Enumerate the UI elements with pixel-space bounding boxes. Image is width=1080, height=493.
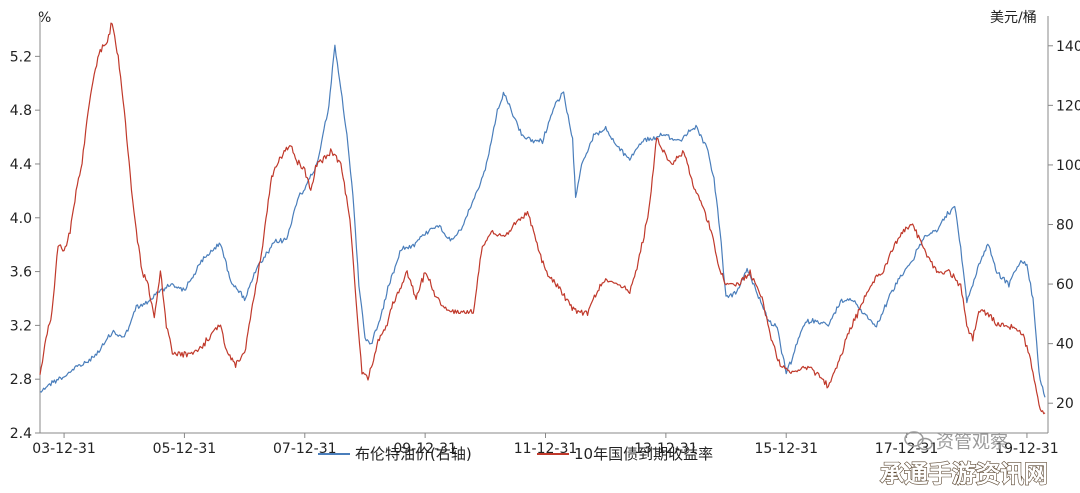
left-axis-ticks: 2.4 2.8 3.2 3.6 4.0 4.4 4.8 5.2 [10, 49, 40, 442]
right-tick-label: 40 [1056, 337, 1074, 353]
series-line-brent [39, 44, 1046, 398]
x-tick-label: 15-12-31 [754, 441, 818, 457]
watermark: 资管观察 承通手游资讯网 [879, 431, 1049, 489]
left-tick-label: 5.2 [10, 49, 32, 65]
right-tick-label: 80 [1056, 218, 1074, 234]
series-line-yield [39, 22, 1046, 415]
left-tick-label: 4.4 [10, 157, 32, 173]
left-tick-label: 2.8 [10, 372, 32, 388]
right-tick-label: 20 [1056, 396, 1074, 412]
right-tick-label: 60 [1056, 277, 1074, 293]
x-tick-label: 03-12-31 [32, 441, 96, 457]
left-tick-label: 4.8 [10, 103, 32, 119]
legend: 布伦特油价(右轴) 10年国债到期收益率 [318, 445, 713, 463]
legend-label-brent: 布伦特油价(右轴) [355, 445, 472, 463]
left-tick-label: 2.4 [10, 426, 32, 442]
x-tick-label: 13-12-31 [634, 441, 698, 457]
x-tick-label: 17-12-31 [875, 441, 939, 457]
series-layer [39, 22, 1046, 415]
x-axis-ticks: 03-12-31 05-12-31 07-12-31 09-12-31 11-12-31… [32, 433, 1059, 457]
axes-frame [39, 16, 1049, 434]
left-tick-label: 3.2 [10, 318, 32, 334]
watermark-source: 资管观察 [936, 432, 1008, 453]
x-tick-label: 19-12-31 [995, 441, 1059, 457]
right-axis-unit: 美元/桶 [990, 10, 1037, 26]
watermark-site: 承通手游资讯网 [880, 460, 1048, 488]
x-tick-label: 05-12-31 [153, 441, 217, 457]
wechat-logo-icon [904, 431, 933, 451]
right-tick-label: 120 [1056, 98, 1080, 114]
left-axis-unit: % [38, 10, 51, 26]
left-tick-label: 3.6 [10, 265, 32, 281]
right-tick-label: 100 [1056, 158, 1080, 174]
right-tick-label: 140 [1056, 39, 1080, 55]
legend-label-yield: 10年国债到期收益率 [574, 445, 713, 463]
x-tick-label: 09-12-31 [393, 441, 457, 457]
right-axis-ticks: 20 40 60 80 100 120 140 [1048, 39, 1080, 412]
left-tick-label: 4.0 [10, 211, 32, 227]
